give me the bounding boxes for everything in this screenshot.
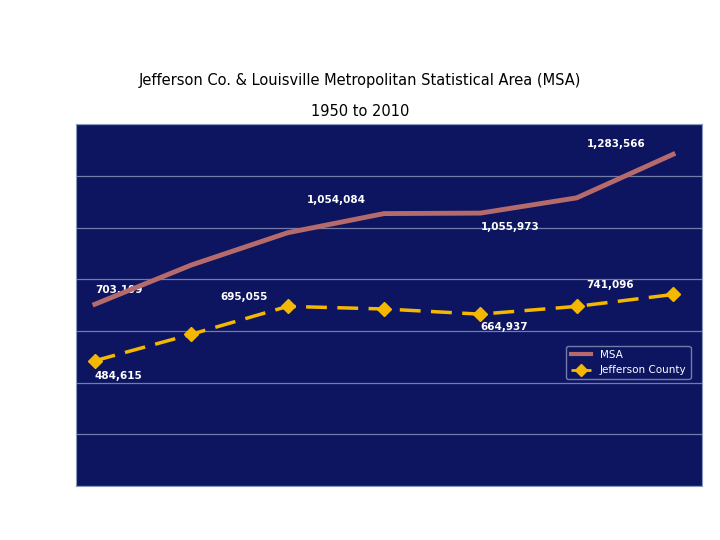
Text: 741,096: 741,096	[586, 280, 634, 290]
Text: 1,054,084: 1,054,084	[307, 195, 366, 205]
Text: Jefferson Co. & Louisville Metropolitan Statistical Area (MSA): Jefferson Co. & Louisville Metropolitan …	[139, 73, 581, 88]
Text: 1950 to 2010: 1950 to 2010	[311, 104, 409, 119]
Legend: MSA, Jefferson County: MSA, Jefferson County	[567, 346, 690, 380]
X-axis label: Year: Year	[374, 513, 403, 527]
Text: 695,055: 695,055	[220, 292, 268, 302]
Text: 1,283,566: 1,283,566	[586, 139, 645, 148]
Text: 1,055,973: 1,055,973	[480, 222, 539, 232]
Text: 703,199: 703,199	[95, 285, 143, 295]
Text: 664,937: 664,937	[480, 322, 528, 332]
Text: 484,615: 484,615	[95, 371, 143, 381]
Y-axis label: Population: Population	[0, 268, 2, 342]
Text: BACKGROUND DATA: POPULATION: BACKGROUND DATA: POPULATION	[14, 15, 655, 48]
